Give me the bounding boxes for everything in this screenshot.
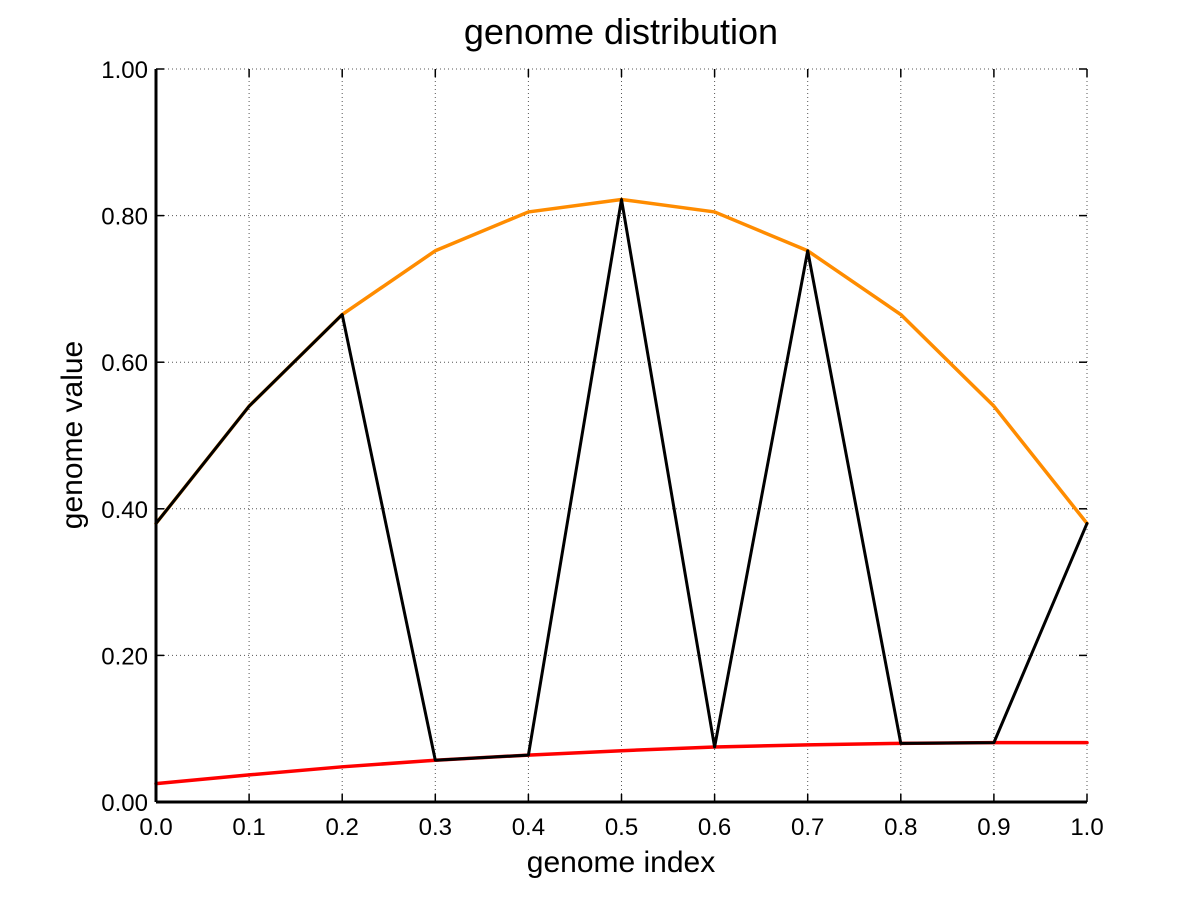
tick-labels: 0.0 0.1 0.2 0.3 0.4 0.5 0.6 0.7 0.8 0.9 1.0 0.00 0.2…: [101, 57, 1103, 841]
x-tick-label: 0.6: [698, 814, 731, 841]
y-tick-label: 0.60: [101, 350, 148, 377]
y-tick-label: 0.80: [101, 204, 148, 231]
y-axis-title: genome value: [56, 341, 89, 529]
x-tick-label: 0.7: [791, 814, 824, 841]
x-tick-label: 0.0: [139, 814, 172, 841]
x-tick-label: 0.1: [232, 814, 265, 841]
x-tick-label: 0.2: [326, 814, 359, 841]
x-tick-label: 1.0: [1070, 814, 1103, 841]
y-tick-label: 1.00: [101, 57, 148, 84]
black-series-line: [154, 197, 1089, 762]
chart-title: genome distribution: [464, 11, 778, 52]
x-axis-title: genome index: [527, 846, 715, 879]
plot-series: [154, 197, 1089, 786]
axes: [154, 68, 1088, 804]
y-tick-label: 0.00: [101, 790, 148, 817]
x-tick-label: 0.9: [977, 814, 1010, 841]
x-tick-label: 0.4: [512, 814, 545, 841]
x-tick-label: 0.8: [884, 814, 917, 841]
y-tick-label: 0.20: [101, 643, 148, 670]
x-tick-label: 0.3: [419, 814, 452, 841]
y-tick-label: 0.40: [101, 497, 148, 524]
x-tick-label: 0.5: [605, 814, 638, 841]
